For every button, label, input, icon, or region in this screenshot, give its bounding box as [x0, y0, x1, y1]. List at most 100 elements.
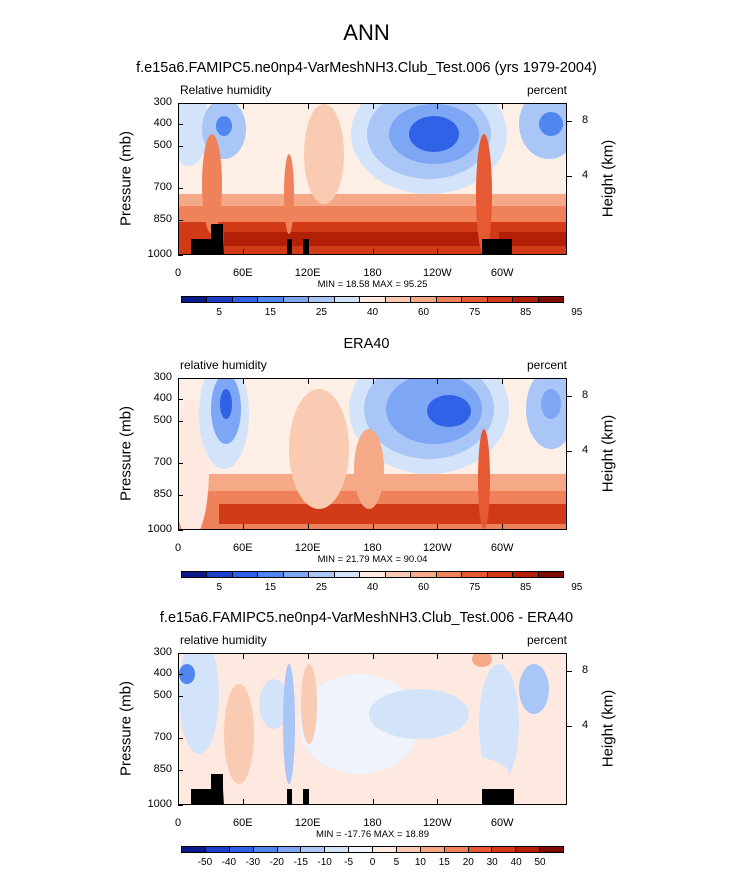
- colorbar-label: 20: [462, 857, 474, 868]
- colorbar-swatch: [516, 847, 541, 852]
- colorbar-swatch: [462, 297, 488, 302]
- colorbar-swatch: [513, 572, 539, 577]
- y-tick-label: 400: [153, 392, 172, 405]
- x-tick-label: 120W: [422, 542, 452, 554]
- x-tick-label: 180: [363, 267, 382, 279]
- x-tick-label: 180: [363, 542, 382, 554]
- colorbar-swatch: [232, 297, 259, 302]
- colorbar-swatch: [258, 297, 284, 302]
- x-tick-mark-top: [502, 103, 504, 109]
- contour-region: [304, 104, 344, 204]
- height-tick-label: 8: [582, 389, 589, 402]
- colorbar-label: 95: [571, 582, 583, 593]
- contour-region: [354, 429, 384, 509]
- colorbar-swatch: [283, 572, 310, 577]
- topography-mask: [482, 789, 514, 804]
- x-tick-label: 120E: [294, 817, 321, 829]
- units-label: percent: [526, 83, 567, 97]
- y-tick-mark: [178, 738, 183, 740]
- contour-region: [499, 232, 566, 246]
- colorbar-swatch: [396, 847, 421, 852]
- x-tick-mark-top: [437, 653, 439, 659]
- contour-region: [202, 134, 222, 234]
- x-tick-label: 0: [174, 542, 182, 554]
- height-tick-label: 8: [582, 114, 589, 127]
- height-tick-mark: [567, 121, 572, 123]
- x-tick-label: 60E: [233, 267, 253, 279]
- x-tick-mark: [307, 799, 309, 805]
- topography-mask: [191, 774, 224, 804]
- panel-title: ERA40: [343, 336, 390, 352]
- y-tick-mark: [178, 420, 183, 422]
- x-tick-mark-top: [502, 653, 504, 659]
- y-tick-mark: [178, 653, 183, 654]
- height-tick-label: 4: [582, 443, 589, 456]
- height-tick-mark: [567, 450, 572, 452]
- colorbar-label: 15: [264, 582, 276, 593]
- x-tick-mark: [437, 524, 439, 530]
- colorbar-swatch: [468, 847, 493, 852]
- page-title: ANN: [343, 20, 390, 45]
- topography-mask: [287, 239, 292, 254]
- x-tick-mark-top: [242, 653, 244, 659]
- colorbar-swatch: [411, 297, 437, 302]
- colorbar-swatch: [309, 572, 335, 577]
- x-tick-label: 120E: [294, 267, 321, 279]
- colorbar-swatch: [411, 572, 437, 577]
- colorbar-label: 75: [469, 582, 481, 593]
- colorbar-swatch: [334, 297, 361, 302]
- colorbar-label: 10: [414, 857, 426, 868]
- x-tick-mark: [307, 249, 309, 255]
- x-tick-label: 120W: [422, 267, 452, 279]
- colorbar-label: 85: [520, 582, 532, 593]
- x-tick-mark: [372, 799, 374, 805]
- x-tick-label: 60E: [233, 542, 253, 554]
- colorbar-label: -15: [293, 857, 308, 868]
- colorbar-swatch: [205, 847, 230, 852]
- contour-region: [259, 679, 289, 729]
- contour-field: [179, 379, 566, 529]
- colorbar-swatch: [182, 847, 206, 852]
- y-tick-mark: [178, 399, 183, 401]
- colorbar-swatch: [436, 297, 463, 302]
- y-tick-label: 700: [153, 456, 172, 469]
- contour-region: [519, 664, 549, 714]
- height-tick-mark: [567, 725, 572, 727]
- x-tick-mark-top: [437, 103, 439, 109]
- x-tick-mark: [178, 524, 179, 530]
- contour-region: [216, 116, 232, 136]
- x-tick-mark-top: [307, 653, 309, 659]
- x-tick-label: 60W: [490, 817, 514, 829]
- colorbar-swatch: [420, 847, 445, 852]
- contour-region: [289, 389, 349, 509]
- colorbar-swatch: [334, 572, 361, 577]
- topography-mask: [191, 224, 224, 254]
- y-tick-label: 700: [153, 731, 172, 744]
- y-tick-mark: [178, 378, 183, 379]
- x-tick-mark: [502, 799, 504, 805]
- contour-region: [409, 116, 459, 152]
- x-tick-mark: [372, 524, 374, 530]
- y-tick-label: 300: [153, 371, 172, 383]
- x-tick-mark: [502, 249, 504, 255]
- x-tick-mark-top: [372, 653, 374, 659]
- y-tick-mark: [178, 695, 183, 697]
- contour-region: [224, 232, 484, 246]
- contour-region: [284, 154, 294, 234]
- x-tick-mark: [502, 524, 504, 530]
- colorbar-swatch: [283, 297, 310, 302]
- y-axis-label: Pressure (mb): [117, 405, 135, 502]
- contour-region: [479, 664, 519, 784]
- y-tick-label: 400: [153, 117, 172, 130]
- colorbar-label: 85: [520, 307, 532, 318]
- contour-region: [219, 504, 566, 524]
- topography-mask: [482, 239, 512, 254]
- colorbar-swatch: [538, 572, 564, 577]
- y-tick-mark: [178, 255, 183, 256]
- min-max-label: MIN = 21.79 MAX = 90.04: [317, 554, 428, 565]
- y-tick-label: 500: [153, 688, 172, 701]
- colorbar-swatch: [258, 572, 284, 577]
- x-tick-mark: [242, 524, 244, 530]
- x-tick-mark: [307, 524, 309, 530]
- colorbar-label: 40: [366, 307, 379, 318]
